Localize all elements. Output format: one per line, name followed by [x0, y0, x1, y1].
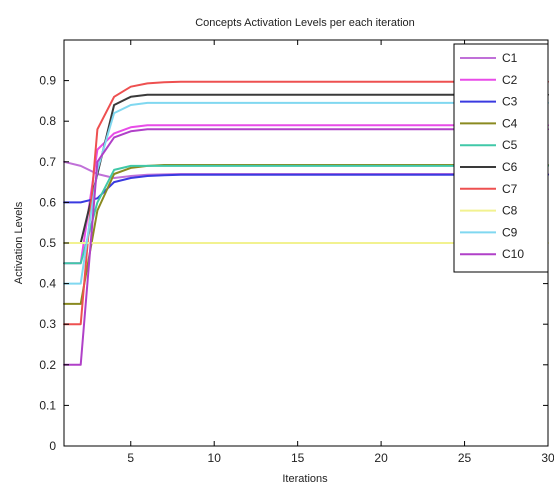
- legend-label-c8: C8: [502, 204, 518, 218]
- y-tick-label: 0.3: [39, 317, 56, 331]
- x-tick-label: 30: [541, 451, 554, 465]
- x-axis-label: Iterations: [282, 473, 328, 485]
- x-tick-label: 25: [458, 451, 472, 465]
- y-tick-label: 0.5: [39, 236, 56, 250]
- y-tick-label: 0.8: [39, 114, 56, 128]
- legend-label-c1: C1: [502, 51, 518, 65]
- legend-label-c3: C3: [502, 95, 518, 109]
- y-tick-label: 0: [49, 439, 56, 453]
- y-tick-label: 0.9: [39, 74, 56, 88]
- x-tick-label: 20: [374, 451, 388, 465]
- x-tick-label: 5: [127, 451, 134, 465]
- legend-label-c2: C2: [502, 73, 518, 87]
- y-tick-label: 0.1: [39, 398, 56, 412]
- legend: C1 C2 C3 C4 C5 C6 C7 C8 C9 C10: [453, 43, 549, 273]
- legend-label-c6: C6: [502, 160, 518, 174]
- axes-group: 0 0.1 0.2 0.3 0.4 0.5 0.6 0.7 0.8 0.9 5 10 15 20 25 30: [39, 40, 554, 465]
- y-axis-label: Activation Levels: [13, 201, 25, 284]
- legend-label-c5: C5: [502, 138, 518, 152]
- x-tick-label: 15: [291, 451, 305, 465]
- y-tick-label: 0.2: [39, 358, 56, 372]
- chart-title: Concepts Activation Levels per each iter…: [195, 17, 415, 29]
- x-tick-label: 10: [208, 451, 222, 465]
- y-tick-label: 0.4: [39, 277, 56, 291]
- legend-label-c10: C10: [502, 247, 524, 261]
- y-tick-label: 0.7: [39, 155, 56, 169]
- legend-label-c9: C9: [502, 225, 518, 239]
- legend-label-c4: C4: [502, 116, 518, 130]
- legend-label-c7: C7: [502, 182, 518, 196]
- legend-box: [453, 43, 549, 273]
- y-tick-label: 0.6: [39, 195, 56, 209]
